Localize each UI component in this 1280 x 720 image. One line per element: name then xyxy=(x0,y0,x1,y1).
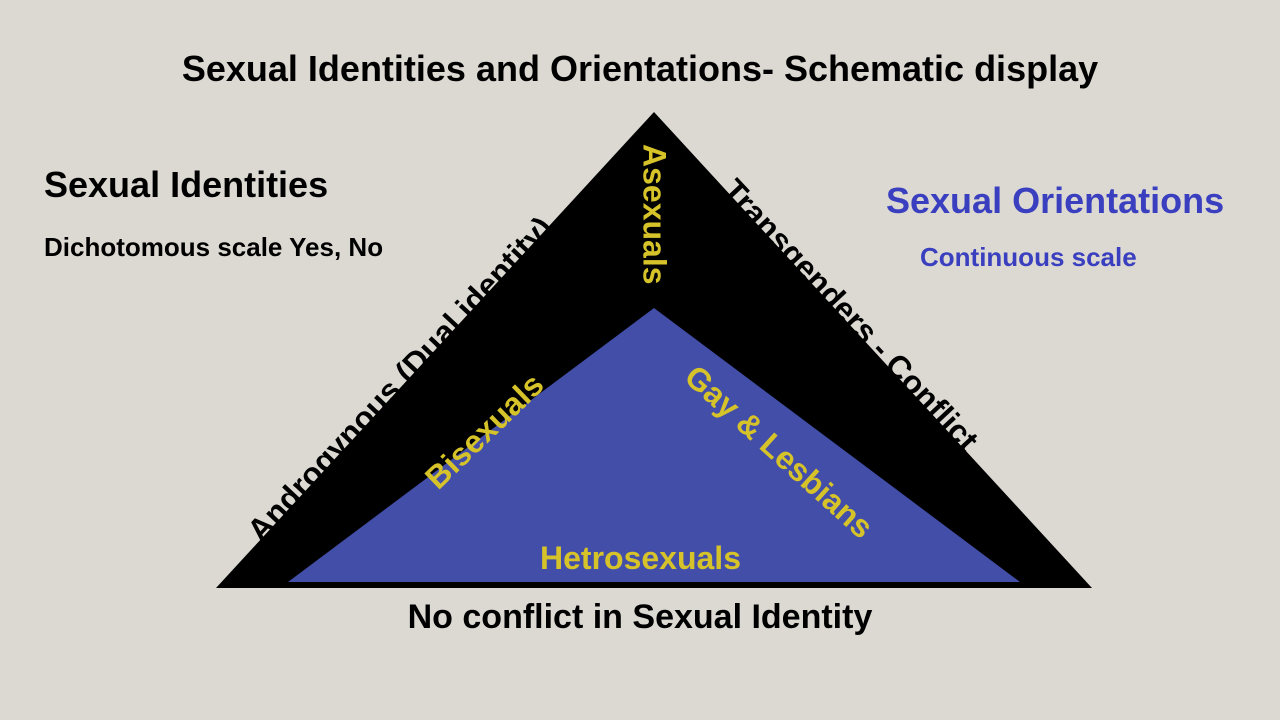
bottom-edge-label: No conflict in Sexual Identity xyxy=(0,598,1280,637)
hetero-label: Hetrosexuals xyxy=(540,540,741,577)
asexuals-label: Asexuals xyxy=(636,144,673,285)
